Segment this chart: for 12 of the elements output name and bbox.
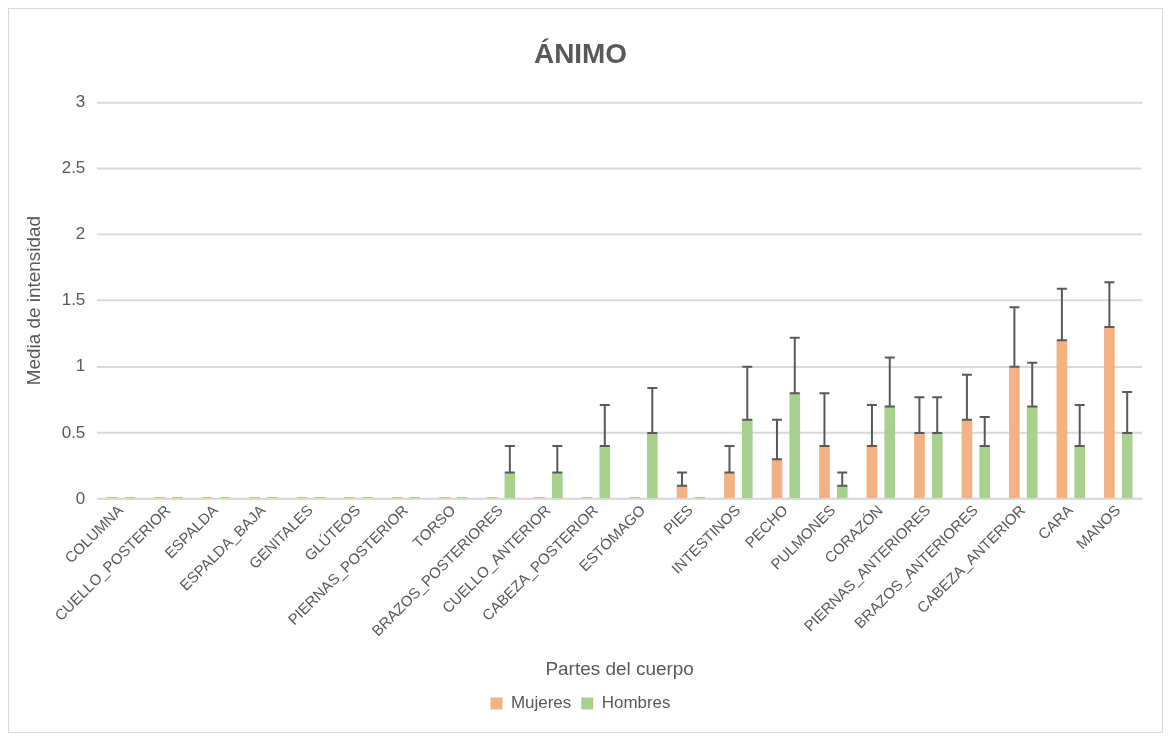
y-tick-label: 3 bbox=[75, 92, 86, 112]
y-tick-label: 1.5 bbox=[61, 290, 86, 310]
legend-label: Mujeres bbox=[510, 693, 572, 713]
y-tick-label: 2.5 bbox=[61, 158, 86, 178]
y-tick-label: 1 bbox=[75, 356, 86, 376]
legend-label: Hombres bbox=[601, 693, 671, 713]
y-tick-label: 0 bbox=[75, 488, 86, 508]
y-axis-title: Media de intensidad bbox=[22, 215, 44, 386]
chart-title: ÁNIMO bbox=[533, 38, 628, 70]
x-axis-title: Partes del cuerpo bbox=[545, 658, 694, 679]
y-tick-label: 0.5 bbox=[61, 422, 86, 442]
y-tick-label: 2 bbox=[75, 224, 86, 244]
